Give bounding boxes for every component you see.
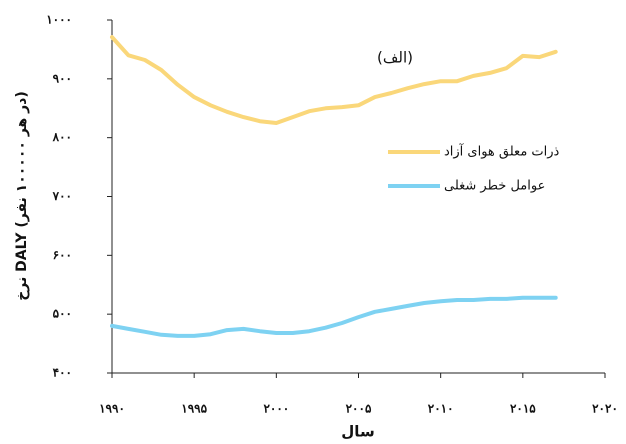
legend-label: عوامل خطر شغلی xyxy=(444,179,545,194)
x-tick-label: ۲۰۲۰ xyxy=(592,402,618,416)
y-axis-label: نرخ DALY (در هر ۱۰۰۰۰۰ نفر) xyxy=(14,91,30,301)
x-tick-label: ۲۰۰۵ xyxy=(346,402,372,416)
x-tick-label: ۲۰۱۰ xyxy=(428,402,454,416)
y-tick-label: ۸۰۰ xyxy=(52,130,72,144)
y-tick-label: ۴۰۰ xyxy=(53,366,72,380)
legend-label: ذرات معلق هوای آزاد xyxy=(444,143,560,160)
y-tick-label: ۷۰۰ xyxy=(52,189,72,203)
data-line xyxy=(110,35,558,125)
x-tick-label: ۱۹۹۵ xyxy=(181,402,207,416)
x-tick-label: ۱۹۹۰ xyxy=(99,402,125,416)
x-tick-label: ۲۰۰۰ xyxy=(263,402,289,416)
y-tick-label: ۵۰۰ xyxy=(53,307,72,321)
y-tick-label: ۹۰۰ xyxy=(53,71,72,85)
annotation: (الف) xyxy=(377,49,413,67)
x-tick-label: ۲۰۱۵ xyxy=(510,402,536,416)
data-line xyxy=(110,295,558,338)
x-axis-label: سال xyxy=(341,423,374,441)
y-tick-label: ۱۰۰۰ xyxy=(46,13,72,27)
y-tick-label: ۶۰۰ xyxy=(53,248,72,262)
